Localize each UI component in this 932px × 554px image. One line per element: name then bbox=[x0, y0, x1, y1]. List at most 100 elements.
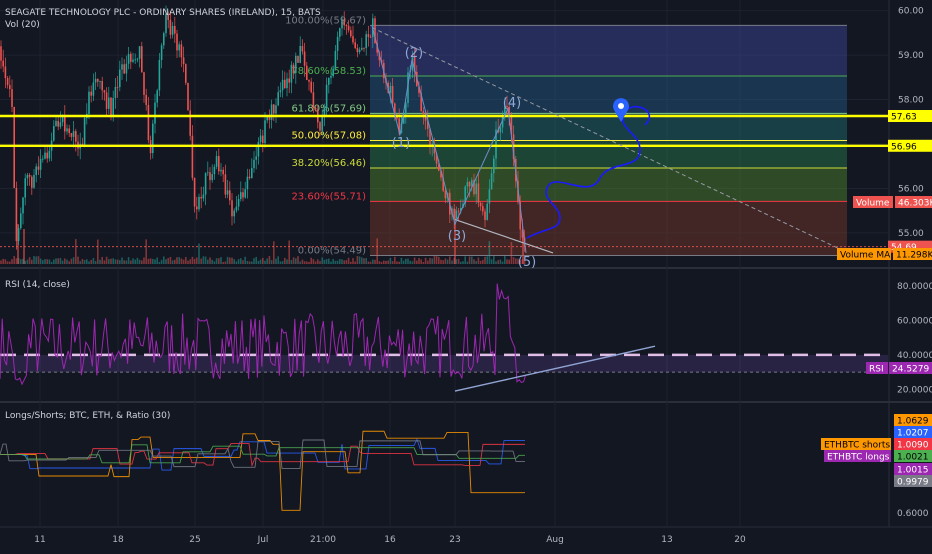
volume-bar bbox=[497, 260, 499, 264]
candle-body bbox=[17, 228, 20, 242]
volume-indicator-label[interactable]: Vol (20) bbox=[5, 20, 40, 30]
candle-body bbox=[99, 81, 101, 82]
candle-body bbox=[464, 186, 466, 204]
candle-body bbox=[374, 18, 376, 44]
candle-body bbox=[330, 75, 332, 78]
ls-series-line bbox=[0, 439, 525, 469]
candle-body bbox=[319, 122, 321, 131]
candle-body bbox=[352, 36, 354, 43]
candle-body bbox=[398, 118, 400, 134]
candle-body bbox=[182, 57, 185, 65]
price-tick-label: 56.00 bbox=[898, 184, 924, 194]
volume-bar bbox=[266, 258, 268, 264]
trendline-lower[interactable] bbox=[454, 218, 554, 254]
volume-bar bbox=[361, 257, 363, 264]
volume-bar bbox=[433, 256, 436, 264]
volume-bar bbox=[169, 256, 172, 264]
volume-bar bbox=[207, 259, 209, 264]
candle-body bbox=[231, 200, 233, 217]
candle-body bbox=[64, 115, 66, 132]
price-tick-label: 55.00 bbox=[898, 229, 924, 239]
ls-indicator-label[interactable]: Longs/Shorts; BTC, ETH, & Ratio (30) bbox=[5, 411, 170, 421]
candle-body bbox=[185, 64, 187, 83]
volume-bar bbox=[39, 258, 42, 264]
volume-bar bbox=[112, 258, 114, 264]
volume-bar bbox=[97, 239, 99, 264]
volume-bar bbox=[347, 257, 350, 264]
volume-bar bbox=[28, 257, 31, 264]
candle-body bbox=[145, 94, 147, 105]
volume-bar bbox=[171, 260, 174, 264]
candle-body bbox=[204, 173, 207, 195]
volume-bar bbox=[202, 256, 205, 264]
volume-bar bbox=[220, 257, 222, 264]
volume-bar bbox=[50, 261, 53, 264]
price-tick-label: 59.00 bbox=[898, 51, 924, 61]
candle-body bbox=[44, 152, 46, 159]
trendline-descending[interactable] bbox=[371, 27, 849, 254]
candle-body bbox=[83, 118, 86, 145]
volume-bar bbox=[466, 261, 469, 264]
candle-body bbox=[391, 85, 394, 104]
candle-body bbox=[440, 170, 442, 178]
rsi-trendline[interactable] bbox=[454, 345, 656, 392]
candle-body bbox=[420, 93, 422, 112]
rsi-indicator-label[interactable]: RSI (14, close) bbox=[5, 280, 70, 290]
candle-body bbox=[325, 84, 328, 109]
volume-bar bbox=[68, 261, 70, 264]
volume-bar bbox=[343, 260, 345, 264]
candle-body bbox=[46, 152, 48, 159]
volume-bar bbox=[108, 259, 110, 264]
candle-body bbox=[308, 79, 310, 82]
volume-bar bbox=[299, 261, 301, 264]
volume-bar bbox=[486, 256, 488, 264]
volume-bar bbox=[224, 261, 227, 264]
candle-body bbox=[20, 213, 22, 229]
candle-body bbox=[31, 176, 33, 188]
volume-bar bbox=[57, 258, 59, 264]
volume-bar bbox=[9, 261, 11, 264]
volume-bar bbox=[277, 256, 279, 264]
rsi-name-badge-text: RSI bbox=[869, 365, 884, 375]
candles bbox=[0, 5, 526, 252]
candle-body bbox=[490, 173, 493, 190]
volume-bar bbox=[48, 259, 51, 264]
volume-bar bbox=[105, 256, 108, 264]
drawings[interactable]: (1) (2) (3) (4) (5) bbox=[0, 25, 888, 270]
elliott-wave-label: (3) bbox=[448, 229, 466, 244]
volume-bar bbox=[158, 261, 161, 264]
volume-bar bbox=[427, 260, 429, 264]
candle-body bbox=[471, 180, 473, 187]
candle-body bbox=[196, 206, 198, 210]
target-marker-icon[interactable] bbox=[613, 98, 629, 122]
volume-bar bbox=[101, 256, 103, 264]
volume-bar bbox=[79, 261, 81, 264]
fib-level-label: 61.80%(57.69) bbox=[291, 103, 366, 114]
candle-body bbox=[255, 156, 257, 160]
volume-bar bbox=[383, 260, 385, 264]
volume-bar bbox=[246, 260, 249, 264]
candle-body bbox=[504, 105, 506, 117]
volume-bar bbox=[468, 256, 471, 264]
candle-body bbox=[376, 43, 378, 53]
volume-bar bbox=[493, 256, 495, 264]
volume-spike bbox=[454, 209, 456, 264]
volume-bar bbox=[475, 261, 477, 264]
volume-bar bbox=[174, 259, 176, 264]
volume-bar bbox=[449, 256, 451, 264]
candle-body bbox=[358, 49, 361, 53]
candle-body bbox=[70, 133, 73, 137]
volume-bar bbox=[358, 256, 361, 264]
elliott-wave-label: (4) bbox=[503, 96, 521, 111]
volume-bar bbox=[431, 258, 433, 264]
volume-bar bbox=[53, 259, 55, 264]
candle-body bbox=[259, 135, 262, 142]
volume-bar bbox=[88, 261, 90, 264]
time-tick-label: Aug bbox=[546, 535, 564, 545]
ls-series-line bbox=[0, 430, 525, 511]
elliott-wave-path[interactable] bbox=[371, 25, 527, 253]
volume-bar bbox=[394, 256, 396, 264]
candle-body bbox=[103, 90, 106, 93]
candle-body bbox=[226, 190, 229, 195]
